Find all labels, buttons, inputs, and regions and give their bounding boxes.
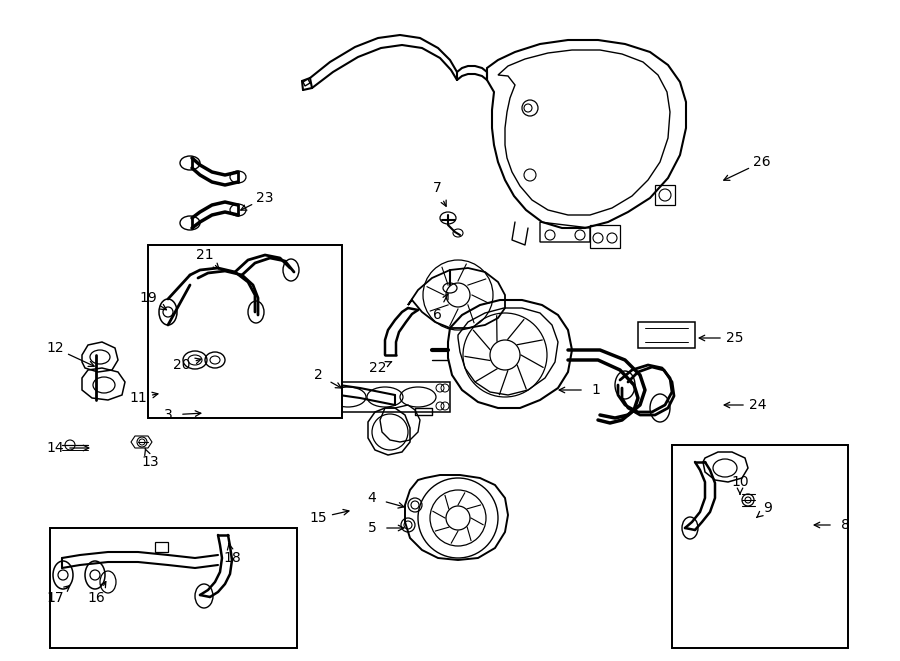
Text: 8: 8	[841, 518, 850, 532]
Text: 12: 12	[46, 341, 64, 355]
Text: 7: 7	[433, 181, 441, 195]
Bar	[50, 528, 297, 648]
Text: 5: 5	[367, 521, 376, 535]
Text: 18: 18	[223, 551, 241, 565]
Text: 9: 9	[763, 501, 772, 515]
Text: 11: 11	[129, 391, 147, 405]
Text: 2: 2	[313, 368, 322, 382]
Text: 1: 1	[591, 383, 600, 397]
Text: 3: 3	[164, 408, 173, 422]
Text: 24: 24	[749, 398, 767, 412]
Text: 22: 22	[369, 361, 387, 375]
Text: 15: 15	[310, 511, 327, 525]
Text: 6: 6	[433, 308, 441, 322]
Bar	[50, 528, 297, 648]
Text: 23: 23	[256, 191, 274, 205]
Text: 16: 16	[87, 591, 105, 605]
Text: 14: 14	[46, 441, 64, 455]
Text: 25: 25	[726, 331, 743, 345]
Bar	[148, 245, 342, 418]
Text: 4: 4	[367, 491, 376, 505]
Bar	[672, 445, 848, 648]
Text: 21: 21	[196, 248, 214, 262]
Text: 13: 13	[141, 455, 158, 469]
Text: 17: 17	[46, 591, 64, 605]
Bar	[148, 245, 342, 418]
Text: 10: 10	[731, 475, 749, 489]
Bar	[672, 445, 848, 648]
Polygon shape	[303, 79, 310, 86]
Text: 20: 20	[173, 358, 191, 372]
Text: 19: 19	[140, 291, 157, 305]
Text: 26: 26	[753, 155, 770, 169]
